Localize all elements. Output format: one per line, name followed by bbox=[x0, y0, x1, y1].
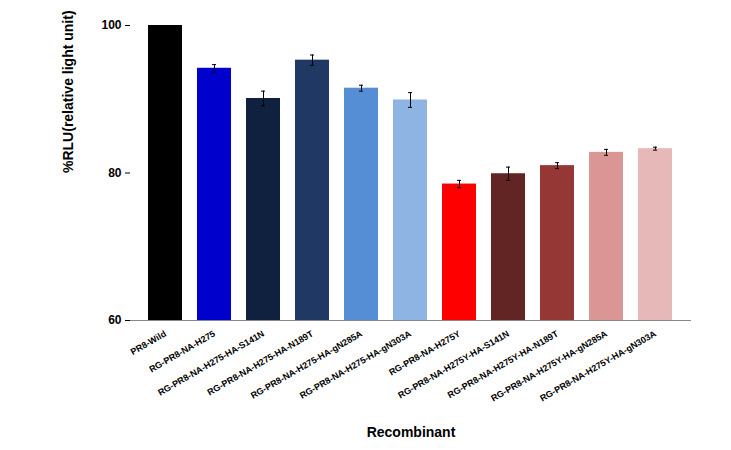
svg-text:RG-PR8-NA-H275: RG-PR8-NA-H275 bbox=[147, 328, 217, 375]
svg-text:RG-PR8-NA-H275-HA-gN303A: RG-PR8-NA-H275-HA-gN303A bbox=[297, 328, 413, 401]
svg-text:RG-PR8-NA-H275-HA-N189T: RG-PR8-NA-H275-HA-N189T bbox=[205, 328, 315, 398]
svg-text:RG-PR8-NA-H275-HA-gN285A: RG-PR8-NA-H275-HA-gN285A bbox=[248, 328, 364, 401]
svg-text:60: 60 bbox=[108, 313, 122, 327]
svg-text:PR8-Wild: PR8-Wild bbox=[129, 329, 168, 357]
svg-text:RG-PR8-NA-H275-HA-S141N: RG-PR8-NA-H275-HA-S141N bbox=[156, 328, 266, 398]
svg-text:100: 100 bbox=[101, 18, 121, 32]
svg-text:RG-PR8-NA-H275Y-HA-S141N: RG-PR8-NA-H275Y-HA-S141N bbox=[396, 328, 511, 401]
svg-text:80: 80 bbox=[108, 166, 122, 180]
svg-text:%RLU(relative light unit): %RLU(relative light unit) bbox=[60, 10, 76, 173]
svg-text:RG-PR8-NA-H275Y: RG-PR8-NA-H275Y bbox=[387, 328, 462, 378]
svg-text:RG-PR8-NA-H275Y-HA-gN303A: RG-PR8-NA-H275Y-HA-gN303A bbox=[538, 328, 658, 403]
svg-text:RG-PR8-NA-H275Y-HA-gN285A: RG-PR8-NA-H275Y-HA-gN285A bbox=[489, 328, 609, 404]
svg-text:RG-PR8-NA-H275Y-HA-N189T: RG-PR8-NA-H275Y-HA-N189T bbox=[445, 328, 560, 401]
svg-text:Recombinant: Recombinant bbox=[367, 424, 456, 440]
